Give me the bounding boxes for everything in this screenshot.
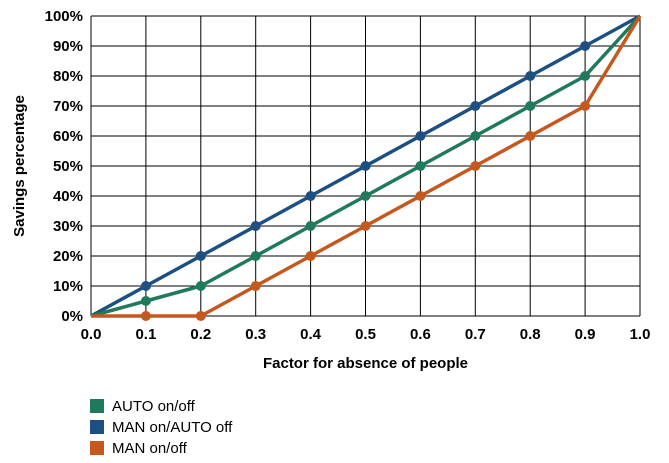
legend: AUTO on/off MAN on/AUTO off MAN on/off xyxy=(90,396,232,459)
data-point xyxy=(250,221,261,231)
x-tick-label: 0.3 xyxy=(245,326,266,343)
data-point xyxy=(470,161,481,171)
data-point xyxy=(525,101,536,111)
data-point xyxy=(580,71,591,81)
legend-item: MAN on/off xyxy=(90,438,232,458)
x-tick-label: 0.6 xyxy=(410,326,431,343)
y-axis-title: Savings percentage xyxy=(11,95,28,237)
data-point xyxy=(195,311,206,321)
data-point xyxy=(140,281,151,291)
legend-swatch xyxy=(90,441,104,455)
y-tick-label: 40% xyxy=(53,188,83,205)
data-point xyxy=(525,71,536,81)
y-tick-label: 80% xyxy=(53,68,83,85)
y-tick-label: 60% xyxy=(53,128,83,145)
x-tick-label: 1.0 xyxy=(630,326,651,343)
y-tick-label: 90% xyxy=(53,38,83,55)
data-point xyxy=(415,191,426,201)
data-point xyxy=(360,221,371,231)
legend-swatch xyxy=(90,420,104,434)
data-point xyxy=(305,221,316,231)
line-chart: 0% 10% 20% 30% 40% 50% 60% 70% 80% 90% 100% 0.0 0.1… xyxy=(11,8,651,372)
data-point xyxy=(140,311,151,321)
data-point xyxy=(470,131,481,141)
data-point xyxy=(305,191,316,201)
data-point xyxy=(195,251,206,261)
data-point xyxy=(360,161,371,171)
y-tick-label: 0% xyxy=(61,308,83,325)
data-point xyxy=(250,251,261,261)
data-point xyxy=(305,251,316,261)
y-tick-label: 10% xyxy=(53,278,83,295)
x-tick-labels: 0.0 0.1 0.2 0.3 0.4 0.5 0.6 0.7 0.8 0.9 1.0 xyxy=(81,326,651,343)
data-point xyxy=(415,131,426,141)
x-tick-label: 0.0 xyxy=(81,326,102,343)
data-point xyxy=(580,41,591,51)
x-axis-title: Factor for absence of people xyxy=(263,355,468,372)
x-tick-label: 0.2 xyxy=(190,326,211,343)
series-points xyxy=(140,41,591,321)
y-tick-label: 70% xyxy=(53,98,83,115)
data-point xyxy=(250,281,261,291)
data-point xyxy=(195,281,206,291)
y-tick-label: 20% xyxy=(53,248,83,265)
data-point xyxy=(525,131,536,141)
data-point xyxy=(580,101,591,111)
x-tick-label: 0.8 xyxy=(520,326,541,343)
y-tick-label: 100% xyxy=(45,8,83,25)
y-tick-labels: 0% 10% 20% 30% 40% 50% 60% 70% 80% 90% 100% xyxy=(45,8,83,325)
y-tick-label: 30% xyxy=(53,218,83,235)
x-tick-label: 0.7 xyxy=(465,326,486,343)
x-tick-label: 0.4 xyxy=(300,326,322,343)
data-point xyxy=(360,191,371,201)
legend-item: MAN on/AUTO off xyxy=(90,417,232,437)
legend-label: AUTO on/off xyxy=(112,397,195,415)
data-point xyxy=(140,296,151,306)
legend-item: AUTO on/off xyxy=(90,396,232,416)
x-tick-label: 0.5 xyxy=(355,326,376,343)
y-tick-label: 50% xyxy=(53,158,83,175)
legend-swatch xyxy=(90,399,104,413)
legend-label: MAN on/AUTO off xyxy=(112,418,233,436)
x-tick-label: 0.1 xyxy=(135,326,156,343)
legend-label: MAN on/off xyxy=(112,439,187,457)
data-point xyxy=(415,161,426,171)
x-tick-label: 0.9 xyxy=(575,326,596,343)
data-point xyxy=(470,101,481,111)
